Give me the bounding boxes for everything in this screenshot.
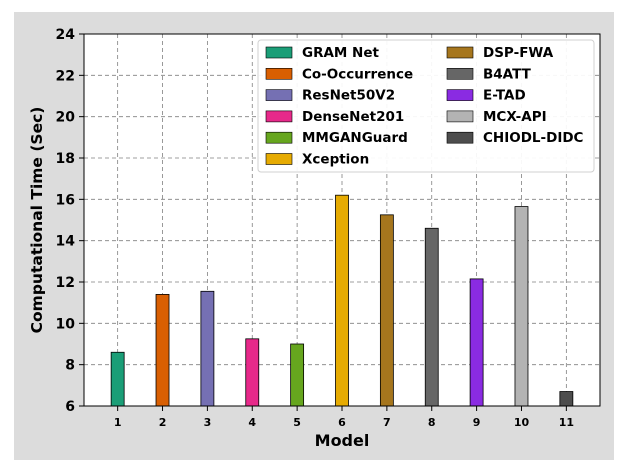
legend-swatch: [446, 110, 474, 123]
legend-label: DSP-FWA: [483, 45, 554, 61]
legend-label: MCX-API: [483, 109, 547, 125]
legend-box: [257, 39, 595, 173]
bar: [335, 194, 349, 407]
legend: GRAM Net Co-Occurrence ResNet50V2 DenseNet2…: [257, 39, 595, 173]
legend-swatch: [265, 89, 293, 101]
y-tick-label: 10: [56, 316, 76, 332]
x-tick-label: 1: [114, 416, 122, 429]
legend-label: CHIODL-DIDC: [483, 130, 584, 146]
legend-label: E-TAD: [483, 88, 526, 104]
x-tick-label: 8: [428, 416, 436, 429]
y-tick-label: 14: [56, 234, 76, 250]
chart-figure: 6 8 10 12 14 16 18 20 22 24 1 2 3 4 5 6 7 8 9 10 11 Model C…: [14, 12, 614, 460]
legend-swatch: [446, 67, 474, 80]
y-tick-label: 12: [56, 275, 75, 291]
x-tick-label: 10: [514, 416, 530, 429]
x-tick-label: 9: [473, 416, 481, 429]
y-axis: 6 8 10 12 14 16 18 20 22 24: [56, 27, 84, 415]
legend-label: Xception: [302, 152, 369, 168]
legend-swatch: [446, 46, 474, 59]
legend-swatch: [265, 131, 293, 144]
bar: [245, 338, 260, 407]
x-tick-label: 5: [293, 416, 301, 429]
bar: [155, 293, 170, 407]
y-tick-label: 8: [65, 358, 75, 374]
bar: [200, 290, 215, 407]
legend-swatch: [446, 131, 474, 144]
bar: [469, 278, 484, 407]
y-tick-label: 20: [56, 110, 76, 126]
legend-swatch: [265, 46, 293, 59]
bar: [424, 227, 439, 407]
bar: [290, 343, 305, 407]
x-axis-title: Model: [315, 431, 370, 450]
x-tick-label: 3: [204, 416, 212, 429]
y-tick-label: 16: [56, 192, 75, 208]
y-tick-label: 22: [56, 68, 75, 84]
legend-swatch: [265, 67, 293, 80]
y-tick-label: 6: [65, 399, 75, 415]
y-tick-label: 18: [56, 151, 75, 167]
legend-swatch: [265, 153, 293, 165]
x-tick-label: 4: [248, 416, 256, 429]
x-tick-label: 11: [559, 416, 574, 429]
legend-label: MMGANGuard: [302, 130, 408, 146]
y-axis-title: Computational Time (Sec): [28, 107, 46, 334]
y-tick-label: 24: [56, 27, 76, 43]
x-tick-label: 6: [338, 416, 346, 429]
x-axis: 1 2 3 4 5 6 7 8 9 10 11: [114, 406, 574, 429]
bar: [559, 391, 574, 407]
bar: [514, 206, 529, 407]
legend-label: B4ATT: [483, 66, 532, 82]
bar: [110, 351, 125, 407]
legend-swatch: [446, 89, 474, 101]
legend-swatch: [265, 110, 293, 123]
legend-label: Co-Occurrence: [302, 66, 413, 82]
bar: [379, 214, 394, 407]
x-tick-label: 2: [159, 416, 167, 429]
legend-label: DenseNet201: [302, 109, 404, 125]
x-tick-label: 7: [383, 416, 391, 429]
legend-label: GRAM Net: [302, 45, 380, 61]
legend-label: ResNet50V2: [302, 88, 395, 104]
